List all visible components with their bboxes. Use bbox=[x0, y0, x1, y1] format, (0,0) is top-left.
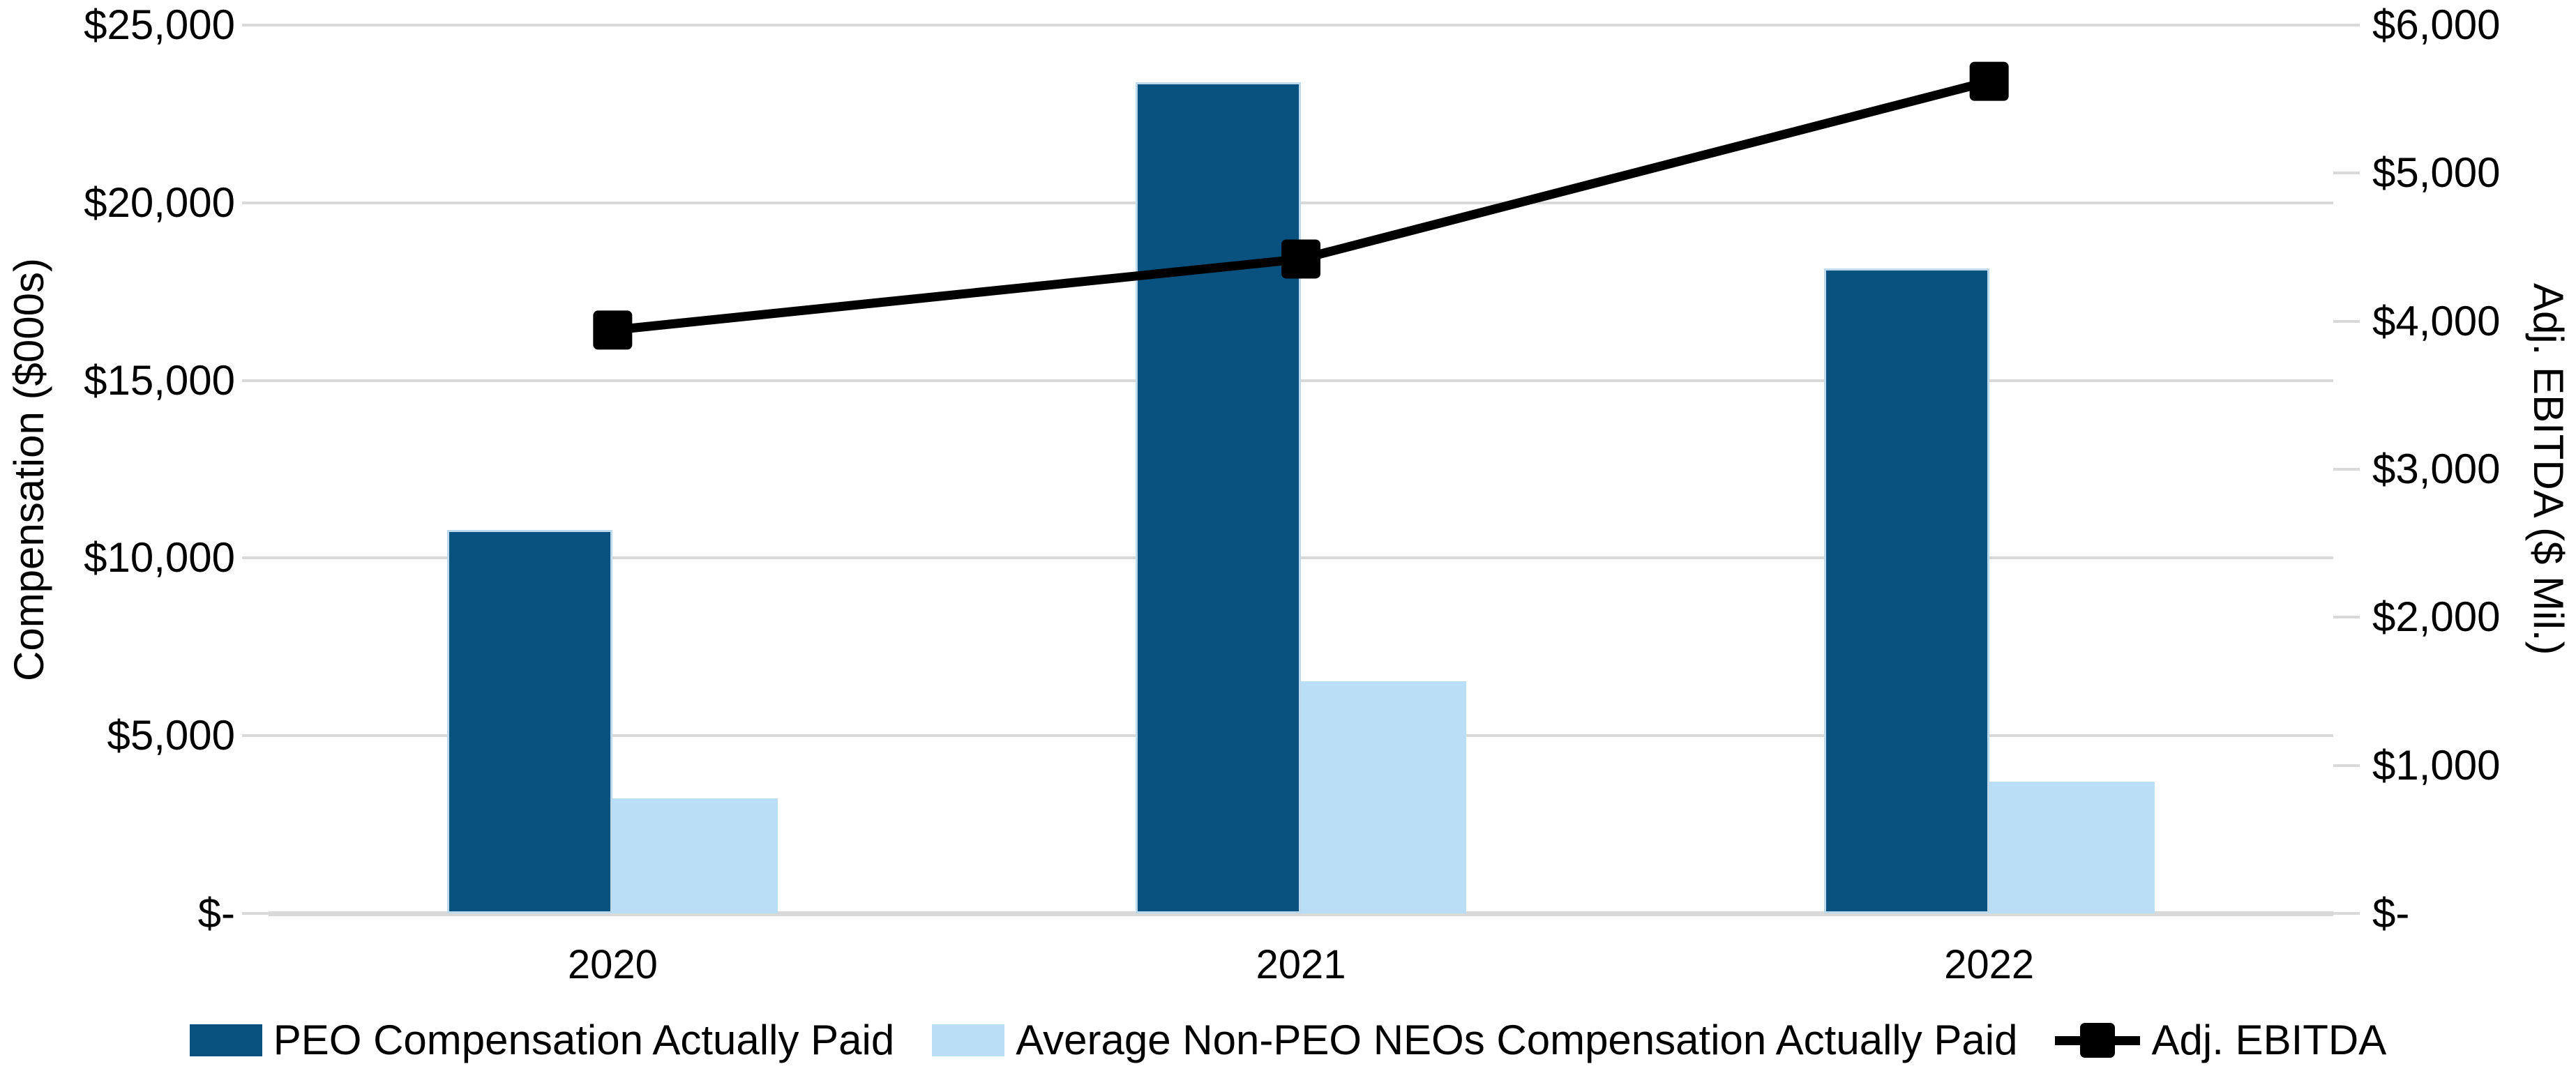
legend-item: Adj. EBITDA bbox=[2055, 1017, 2386, 1063]
right-axis-tick-mark bbox=[2333, 616, 2360, 619]
bar-non-peo-compensation bbox=[612, 798, 778, 913]
gridline bbox=[269, 379, 2333, 382]
left-axis-title: Compensation ($000s) bbox=[6, 257, 52, 681]
adj-ebitda-marker bbox=[1969, 61, 2009, 101]
right-axis-tick-mark bbox=[2333, 24, 2360, 26]
legend-swatch-peo bbox=[189, 1024, 262, 1056]
right-axis-tick-label: $4,000 bbox=[2372, 297, 2501, 344]
adj-ebitda-marker bbox=[593, 310, 633, 350]
right-axis-tick-mark bbox=[2333, 319, 2360, 323]
bar-peo-compensation bbox=[1136, 82, 1301, 913]
left-axis-tick-mark bbox=[242, 734, 269, 738]
right-axis-tick-label: $2,000 bbox=[2372, 593, 2501, 641]
right-axis-tick-mark bbox=[2333, 764, 2360, 767]
legend: PEO Compensation Actually Paid Average No… bbox=[0, 1010, 2576, 1071]
gridline bbox=[269, 201, 2333, 204]
legend-item: Average Non-PEO NEOs Compensation Actual… bbox=[932, 1017, 2017, 1063]
x-axis-label: 2021 bbox=[1256, 942, 1346, 987]
right-axis-tick-mark bbox=[2333, 172, 2360, 175]
left-axis-tick-mark bbox=[242, 201, 269, 204]
right-axis-tick-label: $1,000 bbox=[2372, 741, 2501, 789]
legend-label: Adj. EBITDA bbox=[2151, 1017, 2387, 1063]
bar-non-peo-compensation bbox=[1989, 782, 2155, 913]
right-axis-tick-mark bbox=[2333, 912, 2360, 915]
right-axis-tick-label: $3,000 bbox=[2372, 446, 2501, 492]
legend-line-key bbox=[2055, 1021, 2141, 1060]
x-axis-label: 2020 bbox=[567, 942, 658, 987]
legend-label: Average Non-PEO NEOs Compensation Actual… bbox=[1016, 1017, 2018, 1063]
left-axis-tick-label: $25,000 bbox=[84, 1, 235, 48]
bar-non-peo-compensation bbox=[1301, 681, 1466, 913]
left-axis-tick-mark bbox=[242, 24, 269, 26]
legend-item: PEO Compensation Actually Paid bbox=[189, 1017, 895, 1063]
left-axis-tick-label: $10,000 bbox=[84, 534, 235, 582]
right-axis-tick-label: $5,000 bbox=[2372, 149, 2501, 197]
legend-label: PEO Compensation Actually Paid bbox=[273, 1017, 895, 1063]
legend-swatch-non-peo bbox=[932, 1024, 1005, 1056]
bar-peo-compensation bbox=[447, 529, 613, 913]
right-axis-tick-label: $6,000 bbox=[2372, 1, 2501, 48]
right-axis-tick-mark bbox=[2333, 468, 2360, 471]
right-axis-tick-label: $- bbox=[2372, 890, 2410, 936]
left-axis-tick-mark bbox=[242, 379, 269, 382]
left-axis-tick-mark bbox=[242, 556, 269, 560]
legend-line-key-marker bbox=[2080, 1023, 2116, 1058]
left-axis-tick-mark bbox=[242, 912, 269, 915]
gridline bbox=[269, 24, 2333, 26]
left-axis-tick-label: $5,000 bbox=[107, 712, 235, 759]
bar-peo-compensation bbox=[1823, 268, 1989, 913]
gridline bbox=[269, 556, 2333, 560]
left-axis-tick-label: $20,000 bbox=[84, 178, 235, 226]
left-axis-tick-label: $- bbox=[197, 890, 235, 936]
adj-ebitda-line bbox=[612, 77, 1991, 335]
x-axis-label: 2022 bbox=[1944, 942, 2035, 987]
x-axis-line bbox=[269, 911, 2333, 916]
right-axis-title: Adj. EBITDA ($ Mil.) bbox=[2525, 283, 2572, 655]
left-axis-tick-label: $15,000 bbox=[84, 356, 235, 404]
